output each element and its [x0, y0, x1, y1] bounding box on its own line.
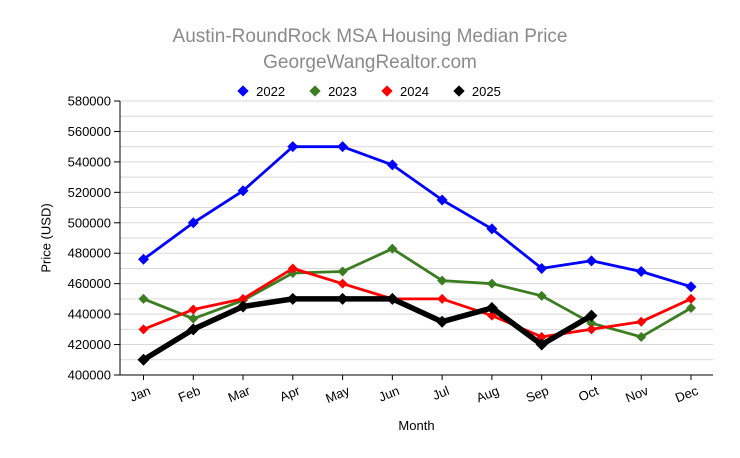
- legend-diamond-icon: [237, 85, 249, 97]
- series-2022-marker: [486, 223, 498, 235]
- legend-diamond-icon: [309, 85, 321, 97]
- series-2023-marker: [686, 303, 696, 314]
- legend-label: 2024: [400, 83, 429, 99]
- y-tick-label: 580000: [68, 94, 111, 109]
- y-axis-title: Price (USD): [38, 203, 54, 273]
- legend: 2022 2023 2024 2025: [0, 82, 740, 100]
- legend-diamond-icon: [453, 85, 465, 97]
- series-2025-marker: [386, 292, 399, 305]
- y-tick-label: 440000: [68, 307, 111, 322]
- legend-diamond-icon: [381, 85, 393, 97]
- series-2023-marker: [636, 331, 647, 342]
- chart-title-line1: Austin-RoundRock MSA Housing Median Pric…: [172, 26, 568, 47]
- x-tick-label: Aug: [474, 383, 501, 406]
- series-2022-marker: [585, 255, 597, 267]
- axes: [119, 101, 713, 376]
- y-tick-label: 480000: [68, 246, 111, 261]
- series-2022-marker: [685, 281, 697, 293]
- series-2022-marker: [337, 141, 349, 153]
- x-axis-title: Month: [398, 418, 435, 433]
- series-2023: [138, 243, 696, 342]
- chart-title: Austin-RoundRock MSA Housing Median Pric…: [0, 24, 740, 76]
- legend-label: 2023: [328, 83, 357, 99]
- series-2024-line: [142, 267, 693, 339]
- series-2024-marker: [437, 293, 448, 304]
- series-2022-line: [142, 145, 693, 289]
- series-2025-marker: [585, 309, 598, 322]
- legend-item-2022: 2022: [237, 83, 286, 99]
- series-2022-marker: [287, 141, 299, 153]
- series-2023-line: [142, 247, 693, 339]
- y-tick-label: 460000: [68, 276, 111, 291]
- series-2022-marker: [635, 265, 647, 277]
- x-tick-label: Dec: [673, 383, 701, 406]
- legend-label: 2025: [471, 83, 501, 99]
- y-tick-label: 400000: [68, 368, 111, 383]
- series-2025-marker: [137, 353, 150, 366]
- x-tick-label: Jan: [128, 383, 153, 405]
- series-2024-marker: [287, 263, 298, 274]
- series-2024-marker: [586, 324, 597, 335]
- series-2022-marker: [237, 185, 249, 197]
- series-2024-marker: [686, 293, 696, 304]
- series-2024-marker: [238, 293, 249, 304]
- series-2023-marker: [337, 266, 348, 277]
- x-tick-label: Oct: [576, 383, 601, 405]
- x-tick-label: Feb: [176, 383, 202, 405]
- legend-item-2025: 2025: [453, 83, 501, 99]
- series-2023-marker: [586, 318, 597, 329]
- series-2025-marker: [485, 302, 498, 315]
- series-2025-marker: [237, 300, 250, 313]
- x-axis-ticks: Jan Feb Mar Apr May Jun Jul Aug Sep Oct Nov Dec: [128, 375, 701, 406]
- x-tick-label: Mar: [226, 383, 253, 406]
- series-2022-marker: [436, 194, 448, 206]
- x-tick-label: Sep: [524, 383, 551, 406]
- y-axis-ticks: 400000 420000 440000 460000 480000 500000 5200…: [68, 94, 120, 383]
- legend-item-2024: 2024: [381, 83, 429, 99]
- series-2025-marker: [286, 292, 299, 305]
- series-2024-marker: [138, 324, 149, 335]
- series-2025-marker: [535, 338, 548, 351]
- legend-label: 2022: [256, 83, 286, 99]
- x-tick-label: Apr: [278, 383, 303, 405]
- series-2023-marker: [188, 313, 199, 324]
- series-2022-marker: [187, 217, 199, 229]
- series-2023-marker: [486, 278, 497, 289]
- series-2022: [138, 141, 697, 293]
- x-tick-label: Jun: [376, 383, 401, 405]
- series-2025: [137, 292, 598, 366]
- x-tick-label: May: [323, 383, 352, 406]
- x-tick-label: Nov: [623, 383, 651, 406]
- series-2025-marker: [187, 323, 200, 336]
- series-2023-marker: [138, 293, 149, 304]
- y-tick-label: 560000: [68, 124, 111, 139]
- series-2023-marker: [437, 275, 448, 286]
- series-2025-marker: [336, 292, 349, 305]
- y-tick-label: 500000: [68, 215, 111, 230]
- legend-item-2023: 2023: [309, 83, 357, 99]
- series-2025-line: [140, 296, 595, 363]
- y-tick-label: 520000: [68, 185, 111, 200]
- series-2022-marker: [386, 159, 398, 171]
- series-2022-marker: [536, 262, 548, 274]
- series-2023-marker: [536, 290, 547, 301]
- series-2025-marker: [436, 315, 449, 328]
- series-2024-marker: [188, 304, 199, 315]
- series-2023-marker: [387, 243, 398, 254]
- chart-title-line2: GeorgeWangRealtor.com: [263, 52, 477, 73]
- series-2024: [138, 263, 696, 342]
- series-2024-marker: [337, 278, 348, 289]
- series-2024-marker: [636, 316, 647, 327]
- x-tick-label: Jul: [430, 383, 451, 403]
- series-2022-marker: [138, 253, 149, 265]
- y-tick-label: 540000: [68, 154, 111, 169]
- y-tick-label: 420000: [68, 337, 111, 352]
